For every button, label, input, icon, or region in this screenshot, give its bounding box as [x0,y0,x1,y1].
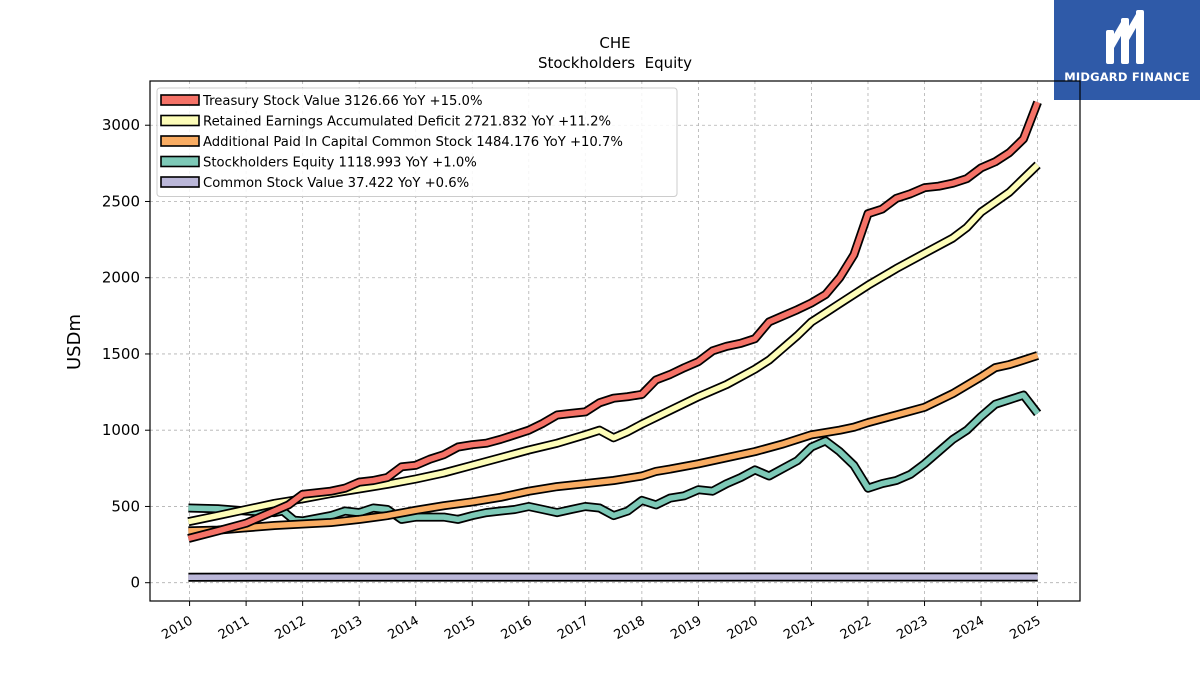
series-line [187,161,1041,527]
x-tick-label: 2025 [1007,613,1043,643]
y-tick-label: 2000 [102,269,140,287]
y-tick-label: 0 [130,574,140,592]
legend-entry: Additional Paid In Capital Common Stock … [203,135,623,150]
series-line [187,100,1042,543]
brand-mark-icon [1106,10,1144,64]
legend-swatch [160,155,200,168]
y-tick-label: 1000 [102,421,140,439]
series-line [188,390,1042,526]
series-lines [187,100,1042,582]
y-tick-label: 500 [111,497,140,515]
x-tick-label: 2020 [725,613,761,643]
x-tick-label: 2011 [216,613,252,643]
x-tick-label: 2010 [159,613,195,643]
x-tick-label: 2014 [386,613,422,643]
y-tick-label: 2500 [102,192,140,210]
legend-entry: Stockholders Equity 1118.993 YoY +1.0% [203,156,477,171]
x-tick-label: 2018 [612,613,648,643]
brand-logo: MIDGARD FINANCE [1054,0,1200,100]
x-tick-label: 2019 [668,613,704,643]
legend-entry: Retained Earnings Accumulated Deficit 27… [203,115,611,130]
chart-subtitle: Stockholders Equity [538,54,692,72]
legend-swatch [160,135,200,147]
chart-title: CHE [599,34,630,52]
x-tick-label: 2021 [781,613,817,643]
legend-swatch [160,114,200,127]
plot-frame [149,80,1081,602]
x-tick-label: 2023 [894,613,930,643]
legend: Treasury Stock Value 3126.66 YoY +15.0% R… [156,87,678,197]
legend-box [156,87,678,197]
x-tick-label: 2016 [499,613,535,643]
y-tick-label: 3000 [102,116,140,134]
legend-swatch [160,94,200,106]
x-tick-label: 2015 [442,613,478,643]
y-axis-label: USDm [64,314,85,370]
legend-entry: Treasury Stock Value 3126.66 YoY +15.0% [202,94,482,109]
x-tick-label: 2013 [329,613,365,643]
legend-swatch [160,176,200,188]
brand-name: MIDGARD FINANCE [1064,70,1190,84]
x-tick-label: 2022 [838,613,874,643]
x-tick-label: 2024 [951,613,987,643]
x-tick-label: 2012 [272,613,308,643]
series-line [188,351,1039,536]
x-tick-label: 2017 [555,613,591,643]
y-tick-label: 1500 [102,345,140,363]
legend-entry: Common Stock Value 37.422 YoY +0.6% [203,176,469,191]
